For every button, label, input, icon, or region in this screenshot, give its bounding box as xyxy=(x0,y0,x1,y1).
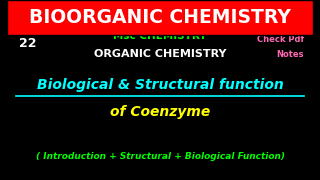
Text: BIOORGANIC CHEMISTRY: BIOORGANIC CHEMISTRY xyxy=(29,8,291,27)
Text: of Coenzyme: of Coenzyme xyxy=(110,105,210,119)
Text: Biological & Structural function: Biological & Structural function xyxy=(36,78,284,92)
Text: Msc CHEMISTRY: Msc CHEMISTRY xyxy=(113,31,207,41)
FancyBboxPatch shape xyxy=(7,0,313,35)
Text: ORGANIC CHEMISTRY: ORGANIC CHEMISTRY xyxy=(94,49,226,59)
Text: Check Pdf: Check Pdf xyxy=(257,35,304,44)
Text: 22: 22 xyxy=(19,37,37,50)
Text: Notes: Notes xyxy=(276,50,304,59)
Text: ( Introduction + Structural + Biological Function): ( Introduction + Structural + Biological… xyxy=(36,152,284,161)
